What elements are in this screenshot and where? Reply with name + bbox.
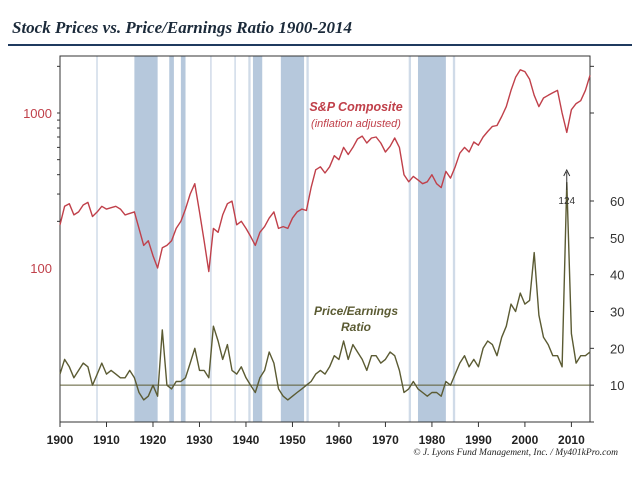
plot-frame — [59, 55, 591, 423]
x-tick-label: 1940 — [233, 433, 260, 447]
x-tick-label: 1950 — [279, 433, 306, 447]
left-axis-label: 100 — [30, 261, 52, 276]
shaded-period — [408, 56, 412, 422]
x-tick-label: 1990 — [465, 433, 492, 447]
pe-series-label: Price/Earnings — [314, 304, 398, 318]
right-axis-label: 10 — [610, 378, 624, 393]
right-axis-label: 40 — [610, 268, 624, 283]
x-tick-label: 1970 — [372, 433, 399, 447]
source-credit: © J. Lyons Fund Management, Inc. / My401… — [413, 448, 618, 458]
axes-frame: 1900 1910 1920 1930 1940 1950 1960 1970 1980 1990… — [23, 55, 624, 447]
shaded-periods — [96, 56, 456, 422]
sp-composite-line — [59, 69, 591, 273]
x-tick-label: 2010 — [558, 433, 585, 447]
x-tick-label: 1910 — [93, 433, 120, 447]
chart-title: Stock Prices vs. Price/Earnings Ratio 19… — [12, 18, 352, 37]
pe-peak-label: 124 — [558, 196, 575, 207]
shaded-period — [210, 56, 212, 422]
series-lines — [59, 69, 591, 401]
peak-arrowhead — [563, 168, 571, 177]
shaded-period — [96, 56, 98, 422]
x-tick-label: 1960 — [326, 433, 353, 447]
shaded-period — [417, 56, 446, 422]
left-axis-label: 1000 — [23, 106, 52, 121]
title-underline — [8, 44, 632, 46]
x-tick-label: 1980 — [419, 433, 446, 447]
x-tick-label: 1920 — [140, 433, 167, 447]
shaded-period — [248, 56, 251, 422]
x-tick-label: 1900 — [47, 433, 74, 447]
shaded-period — [452, 56, 456, 422]
x-tick-label: 1930 — [186, 433, 213, 447]
shaded-period — [234, 56, 236, 422]
right-axis-label: 20 — [610, 341, 624, 356]
shaded-period — [280, 56, 305, 422]
x-tick-label: 2000 — [512, 433, 539, 447]
shaded-period — [306, 56, 309, 422]
pe-series-label-line2: Ratio — [341, 320, 371, 334]
pe-ratio-line — [59, 181, 591, 401]
right-axis-label: 30 — [610, 305, 624, 320]
sp-series-label: S&P Composite — [309, 100, 402, 114]
shaded-period — [134, 56, 158, 422]
labels: S&P Composite (inflation adjusted) Price… — [309, 100, 575, 334]
right-axis-label: 60 — [610, 194, 624, 209]
shaded-period — [180, 56, 186, 422]
sp-series-sublabel: (inflation adjusted) — [311, 118, 401, 130]
chart-header: Stock Prices vs. Price/Earnings Ratio 19… — [0, 0, 640, 46]
right-axis-label: 50 — [610, 231, 624, 246]
